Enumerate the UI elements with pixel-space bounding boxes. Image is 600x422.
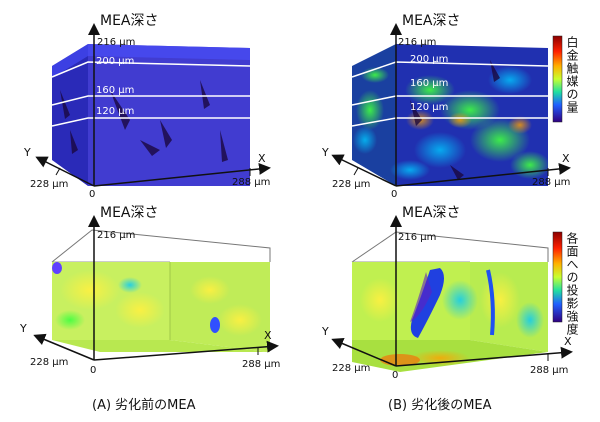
depth-216-label: 216 µm xyxy=(398,37,437,48)
volume-before xyxy=(35,23,271,187)
y-axis-label: Y xyxy=(322,146,329,159)
depth-216-label: 216 µm xyxy=(97,37,136,48)
y-extent-label: 228 µm xyxy=(332,179,371,190)
origin-label: 0 xyxy=(391,189,398,200)
depth-160-label: 160 µm xyxy=(96,85,135,96)
depth-axis-label: MEA深さ xyxy=(100,205,159,221)
depth-axis-label: MEA深さ xyxy=(402,205,461,221)
origin-label: 0 xyxy=(90,365,97,376)
x-axis-label: X xyxy=(258,152,266,165)
depth-200-label: 200 µm xyxy=(410,54,449,65)
x-axis-label: X xyxy=(564,335,572,348)
depth-axis-label: MEA深さ xyxy=(100,13,159,29)
x-extent-label: 288 µm xyxy=(530,365,569,376)
x-axis-label: X xyxy=(562,152,570,165)
x-axis-label: X xyxy=(264,329,272,342)
depth-120-label: 120 µm xyxy=(96,106,135,117)
volume-after xyxy=(331,23,571,187)
y-extent-label: 228 µm xyxy=(30,179,69,190)
y-axis-label: Y xyxy=(24,146,31,159)
caption-after: (B) 劣化後のMEA xyxy=(388,398,492,413)
y-extent-label: 228 µm xyxy=(332,363,371,374)
x-extent-label: 288 µm xyxy=(532,177,571,188)
depth-120-label: 120 µm xyxy=(410,102,449,113)
y-axis-label: Y xyxy=(20,322,27,335)
depth-216-label: 216 µm xyxy=(398,232,437,243)
depth-200-label: 200 µm xyxy=(96,56,135,67)
origin-label: 0 xyxy=(392,370,399,381)
projection-before xyxy=(33,215,279,361)
x-extent-label: 288 µm xyxy=(232,177,271,188)
depth-216-label: 216 µm xyxy=(97,230,136,241)
y-axis-label: Y xyxy=(322,325,329,338)
colorbar-top xyxy=(552,35,563,123)
depth-axis-label: MEA深さ xyxy=(402,13,461,29)
projection-after xyxy=(331,215,573,372)
depth-160-label: 160 µm xyxy=(410,78,449,89)
x-extent-label: 288 µm xyxy=(242,359,281,370)
origin-label: 0 xyxy=(89,189,96,200)
colorbar-bottom-label: 各面への投影強度 xyxy=(565,232,579,336)
colorbar-top-label: 白金触媒の量 xyxy=(565,36,579,114)
colorbar-bottom xyxy=(552,231,563,323)
y-extent-label: 228 µm xyxy=(30,357,69,368)
caption-before: (A) 劣化前のMEA xyxy=(92,398,196,413)
